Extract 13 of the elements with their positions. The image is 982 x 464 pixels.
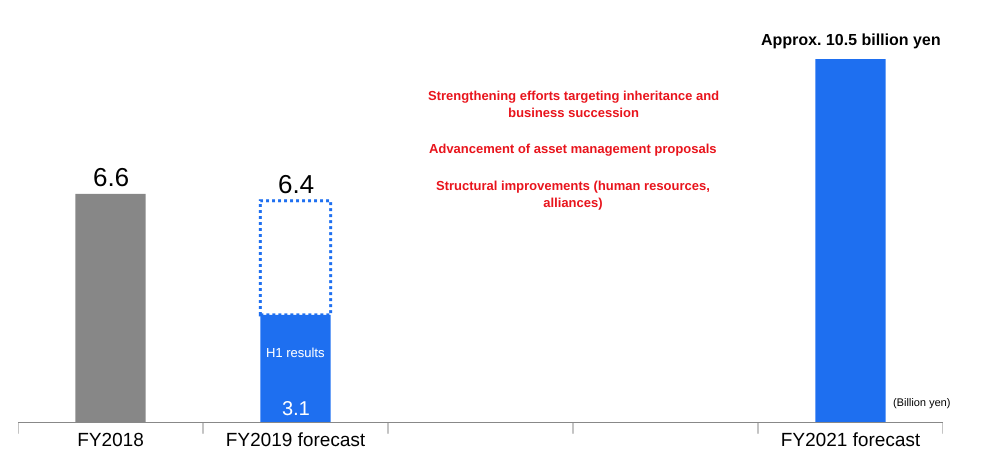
annotation: H1 results	[266, 345, 326, 360]
annotation: Strengthening efforts targeting inheritance and business succession	[428, 88, 720, 120]
bar	[815, 59, 886, 422]
total-label: Approx. 10.5 billion yen	[761, 32, 941, 49]
x-tick-label: FY2019 forecast	[226, 430, 366, 451]
x-tick-label: FY2021 forecast	[780, 430, 921, 451]
data-label: 6.6	[93, 162, 130, 192]
annotation: (Billion yen)	[893, 397, 950, 409]
annotation: Advancement of asset management proposals	[429, 141, 717, 156]
total-label: 6.4	[278, 169, 314, 199]
data-label: 3.1	[282, 398, 310, 420]
x-tick-label: FY2018	[77, 430, 144, 451]
annotation: Structural improvements (human resources, alliances)	[436, 178, 710, 210]
